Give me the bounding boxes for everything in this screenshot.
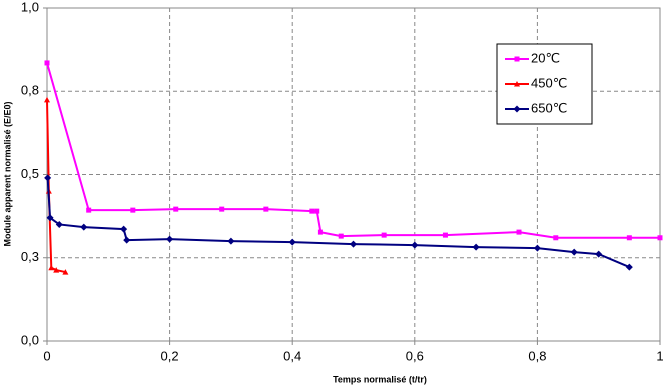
- x-axis-label: Temps normalisé (t/tr): [333, 374, 427, 384]
- legend-label: 650℃: [531, 100, 567, 115]
- marker: [46, 214, 54, 222]
- x-tick-label: 0: [43, 348, 50, 363]
- marker: [120, 225, 128, 233]
- y-tick-label: 0,8: [21, 83, 39, 98]
- marker: [166, 235, 174, 243]
- marker: [533, 244, 541, 252]
- marker: [309, 208, 315, 214]
- x-tick-label: 1: [656, 348, 663, 363]
- marker: [595, 250, 603, 258]
- marker: [263, 206, 269, 212]
- marker: [55, 220, 63, 228]
- marker: [219, 206, 225, 212]
- marker: [657, 235, 663, 241]
- marker: [130, 207, 136, 213]
- marker: [48, 264, 55, 271]
- marker: [314, 208, 320, 214]
- x-tick-label: 0,4: [283, 348, 301, 363]
- series-line: [46, 177, 630, 268]
- marker: [80, 223, 88, 231]
- x-tick-label: 0,8: [528, 348, 546, 363]
- y-tick-label: 0,0: [21, 332, 39, 347]
- marker: [44, 60, 50, 66]
- plot-border: [46, 7, 661, 342]
- marker: [86, 207, 92, 213]
- marker: [288, 238, 296, 246]
- marker: [317, 229, 323, 235]
- y-axis-label: Module apparent normalisé (E/E0): [2, 101, 12, 246]
- marker: [570, 248, 578, 256]
- y-tick-label: 1,0: [21, 0, 39, 14]
- marker: [338, 233, 344, 239]
- marker: [553, 235, 559, 241]
- marker: [442, 232, 448, 238]
- x-tick-label: 0,2: [161, 348, 179, 363]
- x-tick-label: 0,6: [406, 348, 424, 363]
- marker: [514, 56, 520, 62]
- marker: [516, 229, 522, 235]
- marker: [381, 232, 387, 238]
- marker: [173, 206, 179, 212]
- marker: [513, 105, 521, 113]
- marker: [123, 236, 131, 244]
- marker: [626, 235, 632, 241]
- marker: [514, 81, 520, 87]
- marker: [227, 237, 235, 245]
- legend-label: 20℃: [531, 50, 560, 65]
- marker: [53, 267, 60, 273]
- series-line: [46, 99, 66, 274]
- y-tick-label: 0,3: [21, 249, 39, 264]
- legend-label: 450℃: [531, 75, 567, 90]
- marker: [472, 243, 480, 251]
- marker: [62, 269, 69, 275]
- series-line: [46, 62, 660, 239]
- marker: [625, 263, 633, 271]
- marker: [44, 174, 52, 182]
- marker: [411, 241, 419, 249]
- marker: [44, 96, 50, 103]
- marker: [350, 240, 357, 248]
- y-tick-label: 0,5: [21, 166, 39, 181]
